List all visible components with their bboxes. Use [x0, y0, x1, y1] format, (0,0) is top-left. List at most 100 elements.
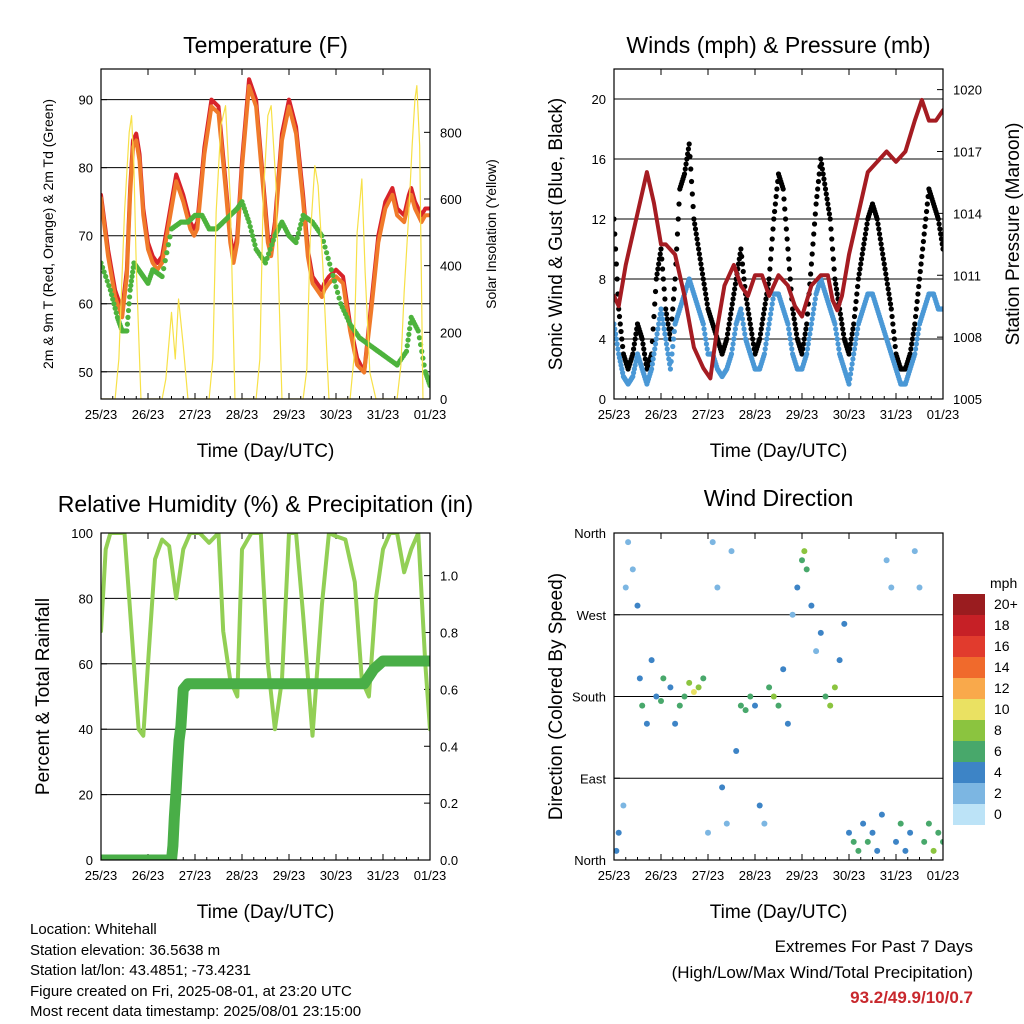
data-point: [729, 346, 735, 352]
data-point: [704, 301, 710, 307]
data-point: [249, 233, 256, 239]
data-point: [650, 326, 656, 332]
data-point: [159, 273, 165, 280]
y-tick-label: 100: [71, 526, 93, 541]
data-point: [336, 295, 342, 301]
data-point: [807, 331, 813, 337]
data-point: [269, 242, 275, 248]
direction-point: [714, 584, 721, 591]
data-point: [696, 251, 702, 257]
data-point: [730, 296, 736, 302]
data-point: [781, 196, 787, 202]
data-point: [427, 382, 430, 388]
data-point: [762, 301, 768, 307]
data-point: [618, 328, 624, 335]
data-point: [914, 298, 920, 305]
direction-point: [874, 847, 881, 854]
y-tick-label: 50: [79, 365, 93, 380]
y2-axis-label: Station Pressure (Maroon): [1003, 123, 1024, 346]
data-point: [846, 351, 852, 357]
data-point: [704, 346, 710, 352]
x-tick-label: 30/23: [833, 868, 866, 883]
data-point: [767, 316, 773, 322]
direction-point: [799, 557, 805, 564]
data-point: [126, 294, 133, 300]
data-point: [850, 326, 856, 332]
data-point: [760, 316, 766, 322]
data-point: [917, 268, 923, 275]
series-0: [614, 141, 943, 372]
data-point: [855, 326, 861, 332]
data-point: [659, 311, 665, 317]
y-tick-label: 60: [79, 297, 93, 312]
data-point: [655, 266, 661, 272]
data-point: [757, 336, 763, 342]
data-point: [126, 301, 132, 307]
data-point: [847, 376, 853, 382]
data-point: [739, 261, 746, 267]
direction-point: [850, 838, 857, 845]
data-point: [827, 216, 833, 222]
data-point: [641, 346, 647, 352]
data-point: [936, 221, 942, 227]
data-point: [910, 331, 916, 337]
data-point: [735, 261, 742, 267]
data-point: [771, 216, 777, 222]
chart-title: Wind Direction: [704, 485, 854, 511]
data-point: [809, 316, 815, 322]
y2-tick-label: 1014: [953, 206, 982, 221]
series-line-0: [101, 533, 430, 738]
y2-tick-label: 1.0: [440, 569, 458, 584]
data-point: [834, 291, 840, 297]
direction-point: [643, 720, 650, 727]
chart-title: Winds (mph) & Pressure (mb): [626, 32, 930, 58]
data-point: [815, 186, 821, 192]
data-point: [886, 291, 892, 297]
data-point: [703, 341, 710, 347]
data-point: [294, 235, 300, 241]
plot-area: [101, 77, 430, 399]
data-point: [614, 326, 618, 332]
x-tick-label: 30/23: [320, 868, 353, 883]
x-tick-label: 27/23: [179, 868, 212, 883]
data-point: [693, 231, 699, 237]
direction-point: [780, 666, 787, 673]
data-point: [687, 153, 693, 160]
data-point: [295, 230, 301, 237]
data-point: [162, 258, 168, 264]
data-point: [823, 191, 829, 197]
x-tick-label: 25/23: [85, 407, 118, 422]
colorbar: mph 20+ 18 16 14 12 10 8 6 4 2 0: [953, 575, 1018, 825]
data-point: [876, 226, 882, 232]
data-point: [759, 321, 765, 327]
data-point: [848, 336, 854, 342]
data-point: [940, 306, 943, 312]
data-point: [815, 178, 822, 185]
data-point: [821, 176, 827, 182]
data-point: [858, 261, 864, 267]
data-point: [763, 341, 769, 347]
x-tick-label: 01/23: [414, 868, 447, 883]
data-point: [884, 276, 890, 282]
data-point: [920, 238, 927, 245]
data-point: [785, 321, 791, 327]
data-point: [785, 246, 791, 252]
data-point: [293, 239, 299, 246]
x-tick-label: 29/23: [786, 407, 819, 422]
direction-point: [766, 684, 773, 691]
data-point: [696, 246, 702, 252]
colorbar-label: 16: [994, 638, 1010, 654]
data-point: [913, 306, 919, 312]
direction-point: [803, 566, 810, 573]
direction-point: [925, 820, 932, 827]
data-point: [415, 328, 421, 334]
data-point: [786, 266, 793, 272]
data-point: [614, 246, 619, 252]
direction-point: [620, 802, 627, 809]
data-point: [864, 221, 870, 227]
data-point: [656, 321, 662, 327]
data-point: [264, 255, 270, 261]
data-point: [672, 276, 678, 282]
data-point: [404, 343, 410, 349]
data-point: [916, 326, 922, 332]
